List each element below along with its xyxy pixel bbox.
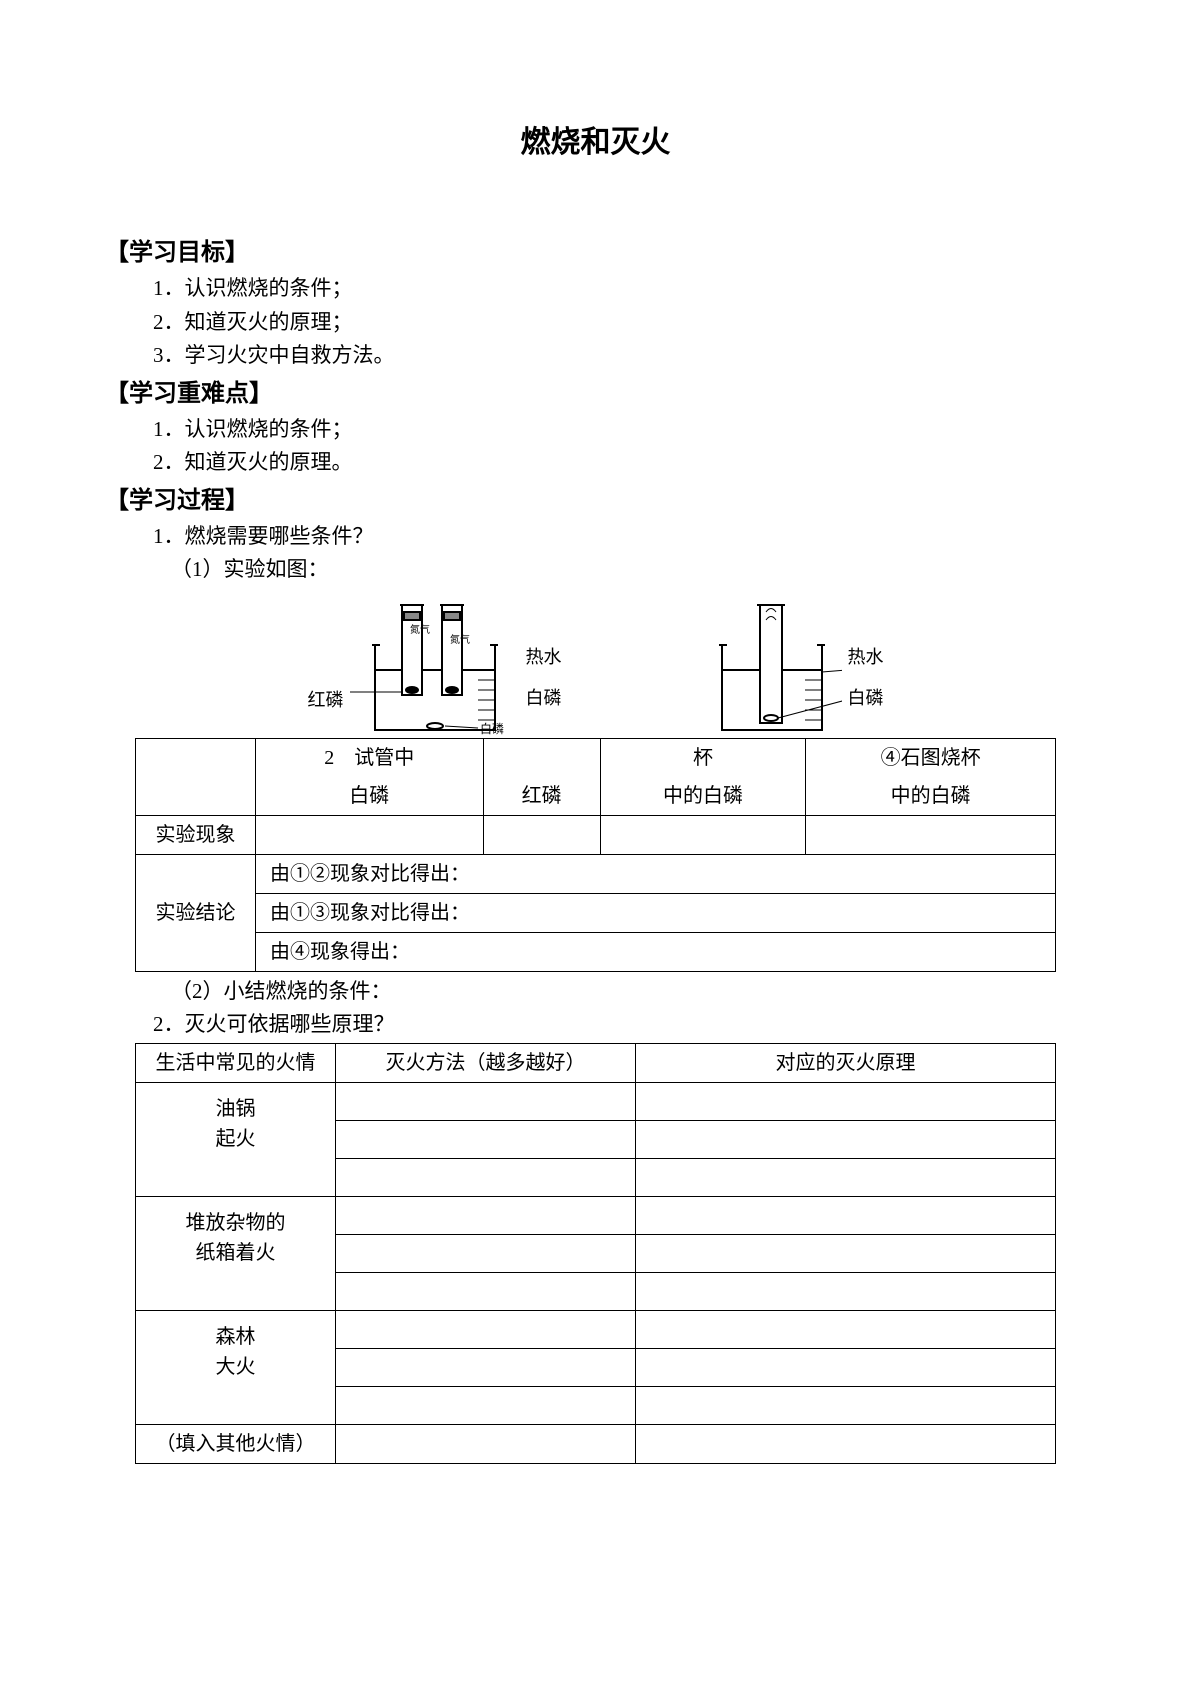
- t2-cell: [336, 1272, 636, 1310]
- t2-r1-label: 油锅 起火: [136, 1082, 336, 1196]
- t2-r1-l2: 起火: [142, 1124, 329, 1154]
- experiment-diagram: 红磷: [135, 600, 1056, 740]
- white-p-label-l: 白磷: [526, 685, 562, 712]
- phenomenon-cell-4: [806, 815, 1056, 854]
- conclusion-3: 由④现象得出：: [256, 932, 1056, 971]
- red-phosphorus-label: 红磷: [308, 687, 344, 714]
- t2-header-3: 对应的灭火原理: [636, 1043, 1056, 1082]
- white-p-bottom-label: 白磷: [480, 721, 504, 736]
- beaker-right-group: 热水 白磷: [702, 600, 884, 740]
- t2-cell: [336, 1120, 636, 1158]
- phenomenon-cell-1: [256, 815, 484, 854]
- process-q1-sub1: （1）实验如图：: [171, 554, 1056, 586]
- difficulty-item-2: 2．知道灭火的原理。: [153, 447, 1056, 479]
- t2-cell: [336, 1082, 636, 1120]
- white-p-label-r: 白磷: [848, 685, 884, 712]
- t2-r3-label: 森林 大火: [136, 1310, 336, 1424]
- table-row: 2 试管中 杯 ④石图烧杯: [136, 738, 1056, 777]
- table-head-c2a: [483, 738, 600, 777]
- phenomenon-label: 实验现象: [136, 815, 256, 854]
- table-head-blank: [136, 738, 256, 815]
- t2-cell: [336, 1386, 636, 1424]
- table-row: 由④现象得出：: [136, 932, 1056, 971]
- table-row: 森林 大火: [136, 1310, 1056, 1348]
- process-q1: 1．燃烧需要哪些条件？: [153, 521, 1056, 553]
- table-row: 生活中常见的火情 灭火方法（越多越好） 对应的灭火原理: [136, 1043, 1056, 1082]
- hot-water-label-r: 热水: [848, 644, 884, 671]
- experiment-table: 2 试管中 杯 ④石图烧杯 白磷 红磷 中的白磷 中的白磷 实验现象 实验结论 …: [135, 738, 1056, 972]
- conclusion-1: 由①②现象对比得出：: [256, 854, 1056, 893]
- t2-r2-l1: 堆放杂物的: [142, 1208, 329, 1238]
- t2-cell: [636, 1158, 1056, 1196]
- table-head-c1b: 白磷: [256, 777, 484, 816]
- beaker-left-group: 红磷: [308, 600, 562, 740]
- t2-header-1: 生活中常见的火情: [136, 1043, 336, 1082]
- t2-r3-l1: 森林: [142, 1322, 329, 1352]
- table-head-c3a: 杯: [600, 738, 806, 777]
- page-title: 燃烧和灭火: [135, 120, 1056, 165]
- t2-cell: [336, 1348, 636, 1386]
- objective-item-1: 1．认识燃烧的条件；: [153, 273, 1056, 305]
- t2-cell: [636, 1424, 1056, 1463]
- t2-cell: [336, 1310, 636, 1348]
- t2-cell: [636, 1120, 1056, 1158]
- phenomenon-cell-2: [483, 815, 600, 854]
- objective-item-2: 2．知道灭火的原理；: [153, 307, 1056, 339]
- t2-cell: [336, 1234, 636, 1272]
- difficulties-header: 【学习重难点】: [105, 376, 1056, 412]
- t2-r2-label: 堆放杂物的 纸箱着火: [136, 1196, 336, 1310]
- beaker-left-labels: 红磷: [308, 687, 344, 714]
- beaker-left-right-labels: 热水 白磷: [526, 644, 562, 712]
- beaker-two-tubes-icon: 氮气 氮气 白磷: [350, 600, 520, 740]
- t2-cell: [636, 1386, 1056, 1424]
- table-head-c2b: 红磷: [483, 777, 600, 816]
- n2-label-2: 氮气: [450, 633, 470, 646]
- conclusion-2: 由①③现象对比得出：: [256, 893, 1056, 932]
- t2-cell: [636, 1310, 1056, 1348]
- difficulty-item-1: 1．认识燃烧的条件；: [153, 414, 1056, 446]
- table-head-c1a: 2 试管中: [256, 738, 484, 777]
- process-q2: 2．灭火可依据哪些原理？: [153, 1009, 1056, 1041]
- t2-cell: [336, 1158, 636, 1196]
- table-row: 由①③现象对比得出：: [136, 893, 1056, 932]
- hot-water-label-l: 热水: [526, 644, 562, 671]
- beaker-right-labels: 热水 白磷: [848, 644, 884, 712]
- table-row: 白磷 红磷 中的白磷 中的白磷: [136, 777, 1056, 816]
- phenomenon-cell-3: [600, 815, 806, 854]
- process-q1-sub2: （2）小结燃烧的条件：: [171, 976, 1056, 1008]
- table-row: 油锅 起火: [136, 1082, 1056, 1120]
- t2-r2-l2: 纸箱着火: [142, 1238, 329, 1268]
- fire-methods-table: 生活中常见的火情 灭火方法（越多越好） 对应的灭火原理 油锅 起火 堆放杂物的 …: [135, 1043, 1056, 1464]
- table-head-c4a: ④石图烧杯: [806, 738, 1056, 777]
- objectives-header: 【学习目标】: [105, 235, 1056, 271]
- n2-label: 氮气: [410, 623, 430, 636]
- t2-r3-l2: 大火: [142, 1352, 329, 1382]
- t2-cell: [636, 1272, 1056, 1310]
- table-row: 实验结论 由①②现象对比得出：: [136, 854, 1056, 893]
- table-row: 实验现象: [136, 815, 1056, 854]
- t2-cell: [336, 1424, 636, 1463]
- conclusion-label: 实验结论: [136, 854, 256, 971]
- table-head-c3b: 中的白磷: [600, 777, 806, 816]
- t2-cell: [636, 1348, 1056, 1386]
- table-row: （填入其他火情）: [136, 1424, 1056, 1463]
- t2-cell: [636, 1196, 1056, 1234]
- t2-r4-label: （填入其他火情）: [136, 1424, 336, 1463]
- table-head-c4b: 中的白磷: [806, 777, 1056, 816]
- table-row: 堆放杂物的 纸箱着火: [136, 1196, 1056, 1234]
- process-header: 【学习过程】: [105, 483, 1056, 519]
- t2-cell: [636, 1082, 1056, 1120]
- t2-cell: [336, 1196, 636, 1234]
- beaker-one-tube-icon: [702, 600, 842, 740]
- t2-cell: [636, 1234, 1056, 1272]
- t2-header-2: 灭火方法（越多越好）: [336, 1043, 636, 1082]
- t2-r1-l1: 油锅: [142, 1094, 329, 1124]
- objective-item-3: 3．学习火灾中自救方法。: [153, 340, 1056, 372]
